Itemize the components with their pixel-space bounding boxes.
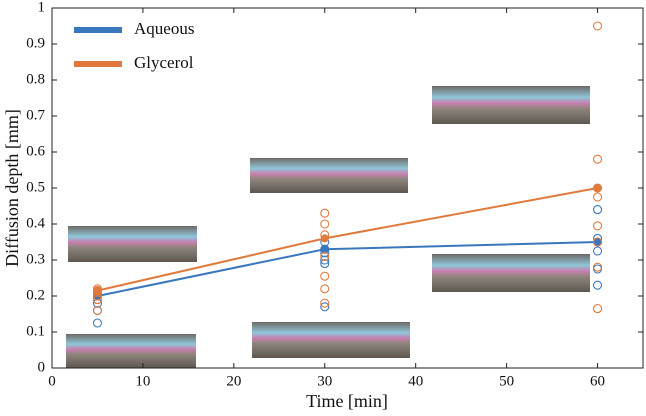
sample-point (592, 21, 603, 31)
legend: Aqueous Glycerol (74, 19, 194, 72)
y-tick-label: 0.2 (26, 287, 45, 303)
inset-image (432, 86, 590, 124)
y-tick-label: 0.3 (26, 251, 45, 267)
mean-marker (593, 184, 602, 192)
sample-point (592, 205, 603, 215)
sample-point (320, 298, 330, 308)
y-tick-label: 0 (38, 359, 46, 375)
inset-image (66, 334, 196, 368)
x-tick-label: 10 (135, 373, 150, 389)
inset-image (252, 322, 410, 358)
sample-point (592, 262, 603, 272)
mean-marker (93, 286, 102, 295)
sample-point (320, 208, 330, 218)
sample-point (592, 304, 603, 314)
sample-point (320, 284, 330, 294)
sample-point (592, 192, 603, 202)
sample-point (320, 251, 330, 261)
legend-label: Aqueous (134, 19, 194, 38)
sample-point (320, 259, 330, 269)
micrograph-insets (66, 86, 590, 368)
y-tick-label: 1 (38, 0, 46, 15)
sample-point (320, 271, 330, 281)
y-tick-label: 0.7 (26, 107, 45, 123)
y-tick-label: 0.8 (26, 71, 45, 87)
y-tick-label: 0.9 (26, 35, 45, 51)
inset-image (432, 254, 590, 292)
sample-point (320, 302, 330, 312)
sample-point (92, 318, 103, 328)
inset-image (68, 226, 197, 262)
sample-point (592, 264, 603, 274)
y-tick-label: 0.5 (26, 179, 45, 195)
x-tick-label: 0 (48, 373, 56, 389)
x-axis-title: Time [min] (306, 391, 388, 411)
sample-point (592, 237, 603, 247)
sample-point (92, 305, 103, 315)
y-tick-label: 0.6 (26, 143, 45, 159)
sample-point (320, 255, 330, 265)
y-axis-title: Diffusion depth [mm] (2, 109, 22, 267)
sample-point (320, 219, 330, 229)
sample-point (92, 295, 103, 305)
mean-marker (320, 245, 329, 254)
y-tick-label: 0.1 (26, 323, 45, 339)
legend-label: Glycerol (134, 53, 194, 72)
x-tick-label: 60 (590, 373, 605, 389)
x-tick-label: 40 (408, 373, 423, 389)
sample-point (592, 246, 603, 256)
y-tick-label: 0.4 (26, 215, 45, 231)
x-tick-label: 30 (317, 373, 332, 389)
sample-point (592, 280, 603, 290)
sample-point (592, 154, 603, 164)
inset-image (250, 158, 408, 193)
x-tick-label: 20 (226, 373, 241, 389)
x-tick-label: 50 (499, 373, 514, 389)
sample-point (592, 221, 603, 231)
mean-marker (320, 234, 329, 243)
mean-marker (593, 238, 602, 246)
